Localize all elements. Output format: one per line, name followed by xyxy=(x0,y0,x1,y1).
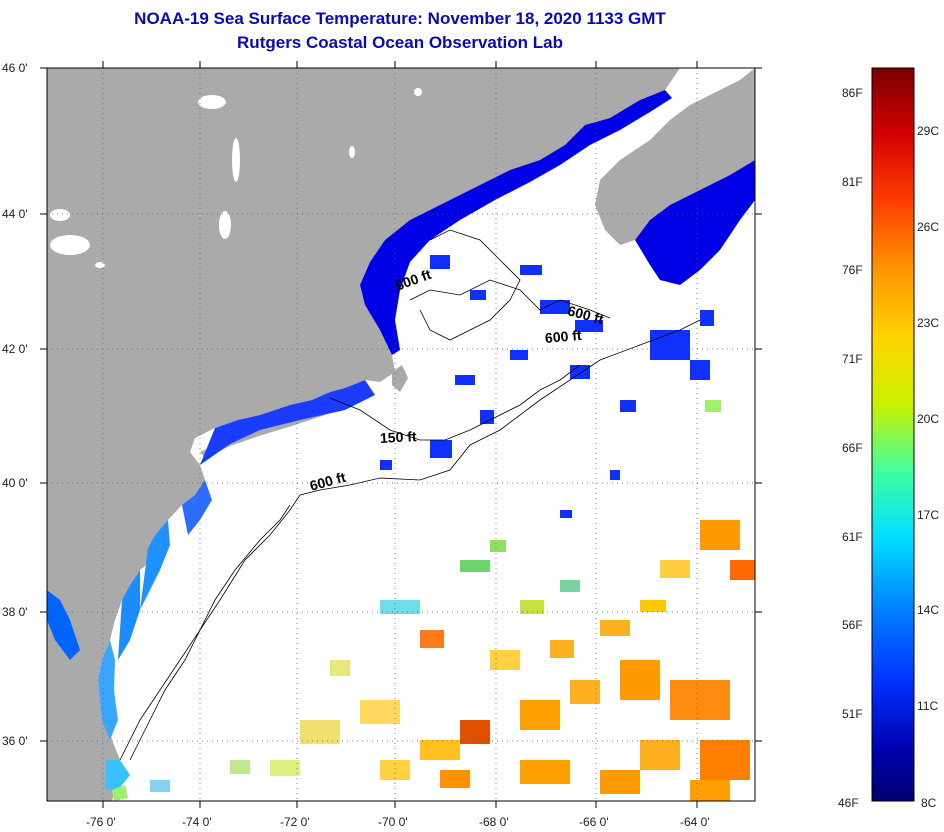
lon-label: -64 0' xyxy=(680,815,710,829)
lat-lon-grid xyxy=(47,68,755,801)
warm-spot xyxy=(705,400,721,412)
lon-label: -66 0' xyxy=(579,815,609,829)
map-title: NOAA-19 Sea Surface Temperature: Novembe… xyxy=(134,9,666,28)
lon-label: -76 0' xyxy=(86,815,116,829)
tick-marks xyxy=(40,61,762,808)
isobath-label: 600 ft xyxy=(544,326,583,346)
inland-lakes xyxy=(50,88,422,268)
colorbar-c-label: 29C xyxy=(917,124,940,138)
lat-label: 36 0' xyxy=(2,734,28,748)
colorbar-c-label: 26C xyxy=(917,220,940,234)
colorbar-f-label: 76F xyxy=(842,263,863,277)
colorbar-c-label: 8C xyxy=(921,796,937,810)
isobath-lines xyxy=(119,229,701,761)
map-subtitle: Rutgers Coastal Ocean Observation Lab xyxy=(237,33,563,52)
land-cape-cod xyxy=(392,365,408,392)
colorbar-c-label: 11C xyxy=(917,699,939,713)
map-border xyxy=(46,67,756,802)
map-area xyxy=(47,68,755,801)
lat-label: 44 0' xyxy=(2,207,28,221)
colorbar-f-label: 71F xyxy=(842,352,863,366)
lon-label: -74 0' xyxy=(182,815,212,829)
colorbar-c-label: 20C xyxy=(917,412,940,426)
colorbar-c-label: 17C xyxy=(917,508,940,522)
lat-label: 46 0' xyxy=(2,61,28,75)
lat-label: 42 0' xyxy=(2,342,28,356)
colorbar-c-label: 14C xyxy=(917,603,940,617)
cold-coastal-water xyxy=(47,90,755,801)
lon-label: -70 0' xyxy=(378,815,408,829)
lon-label: -68 0' xyxy=(479,815,509,829)
colorbar-f-label: 56F xyxy=(842,618,863,632)
colorbar-f-label: 46F xyxy=(838,796,859,810)
colorbar-f-label: 81F xyxy=(842,175,863,189)
warm-patches xyxy=(150,520,755,801)
land-us-coast xyxy=(47,68,680,801)
colorbar-f-label: 66F xyxy=(842,441,863,455)
colorbar-f-label: 86F xyxy=(842,86,863,100)
colorbar-c-label: 23C xyxy=(917,316,940,330)
colorbar-f-label: 51F xyxy=(842,707,863,721)
isobath-label: 150 ft xyxy=(379,428,417,446)
lat-label: 40 0' xyxy=(2,476,28,490)
lat-label: 38 0' xyxy=(2,605,28,619)
land-maritimes xyxy=(595,68,755,245)
lon-label: -72 0' xyxy=(280,815,310,829)
colorbar-f-label: 61F xyxy=(842,530,863,544)
colorbar xyxy=(871,67,915,802)
